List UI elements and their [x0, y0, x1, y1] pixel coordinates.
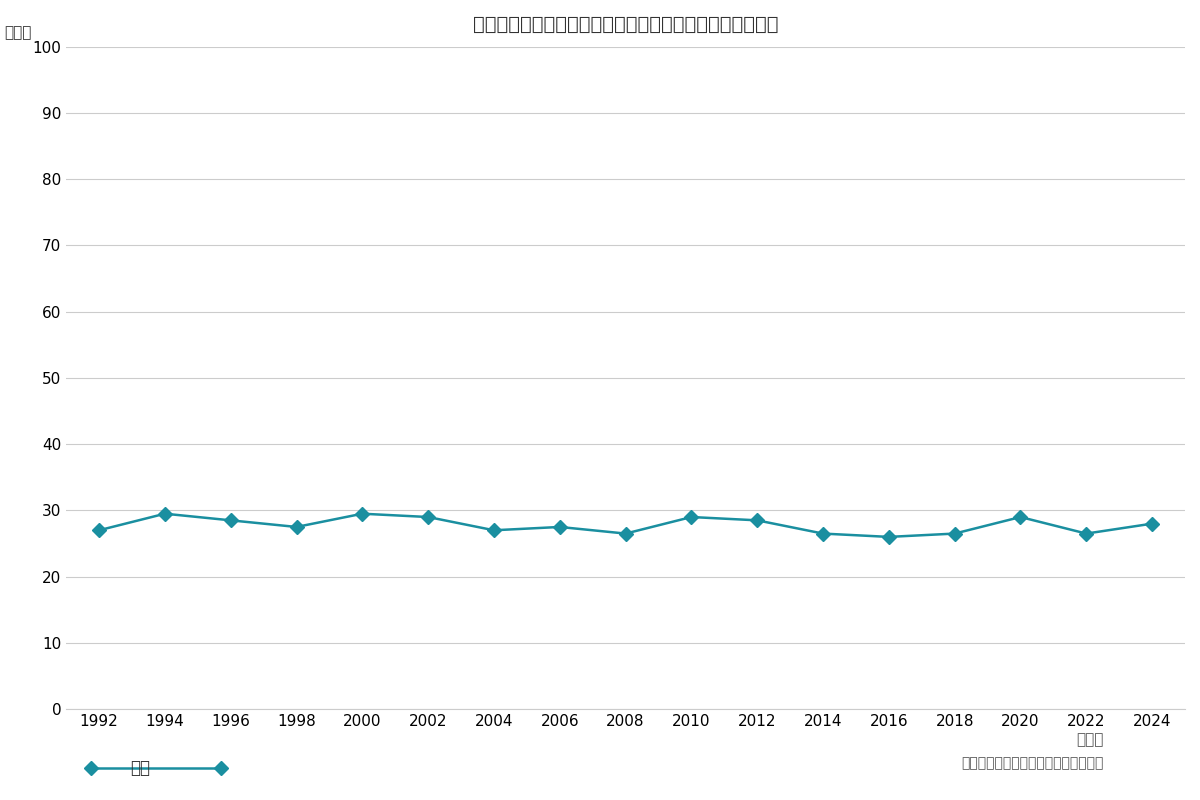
Text: （年）: （年） [1076, 732, 1104, 747]
Text: 全体: 全体 [130, 759, 150, 777]
Text: （％）: （％） [5, 25, 32, 40]
Title: 同じ会社の異性を食事やお酒に１対１で誘ったことがある: 同じ会社の異性を食事やお酒に１対１で誘ったことがある [473, 15, 779, 34]
Text: （博報堂生活総研「生活定点」調査）: （博報堂生活総研「生活定点」調査） [961, 756, 1104, 770]
